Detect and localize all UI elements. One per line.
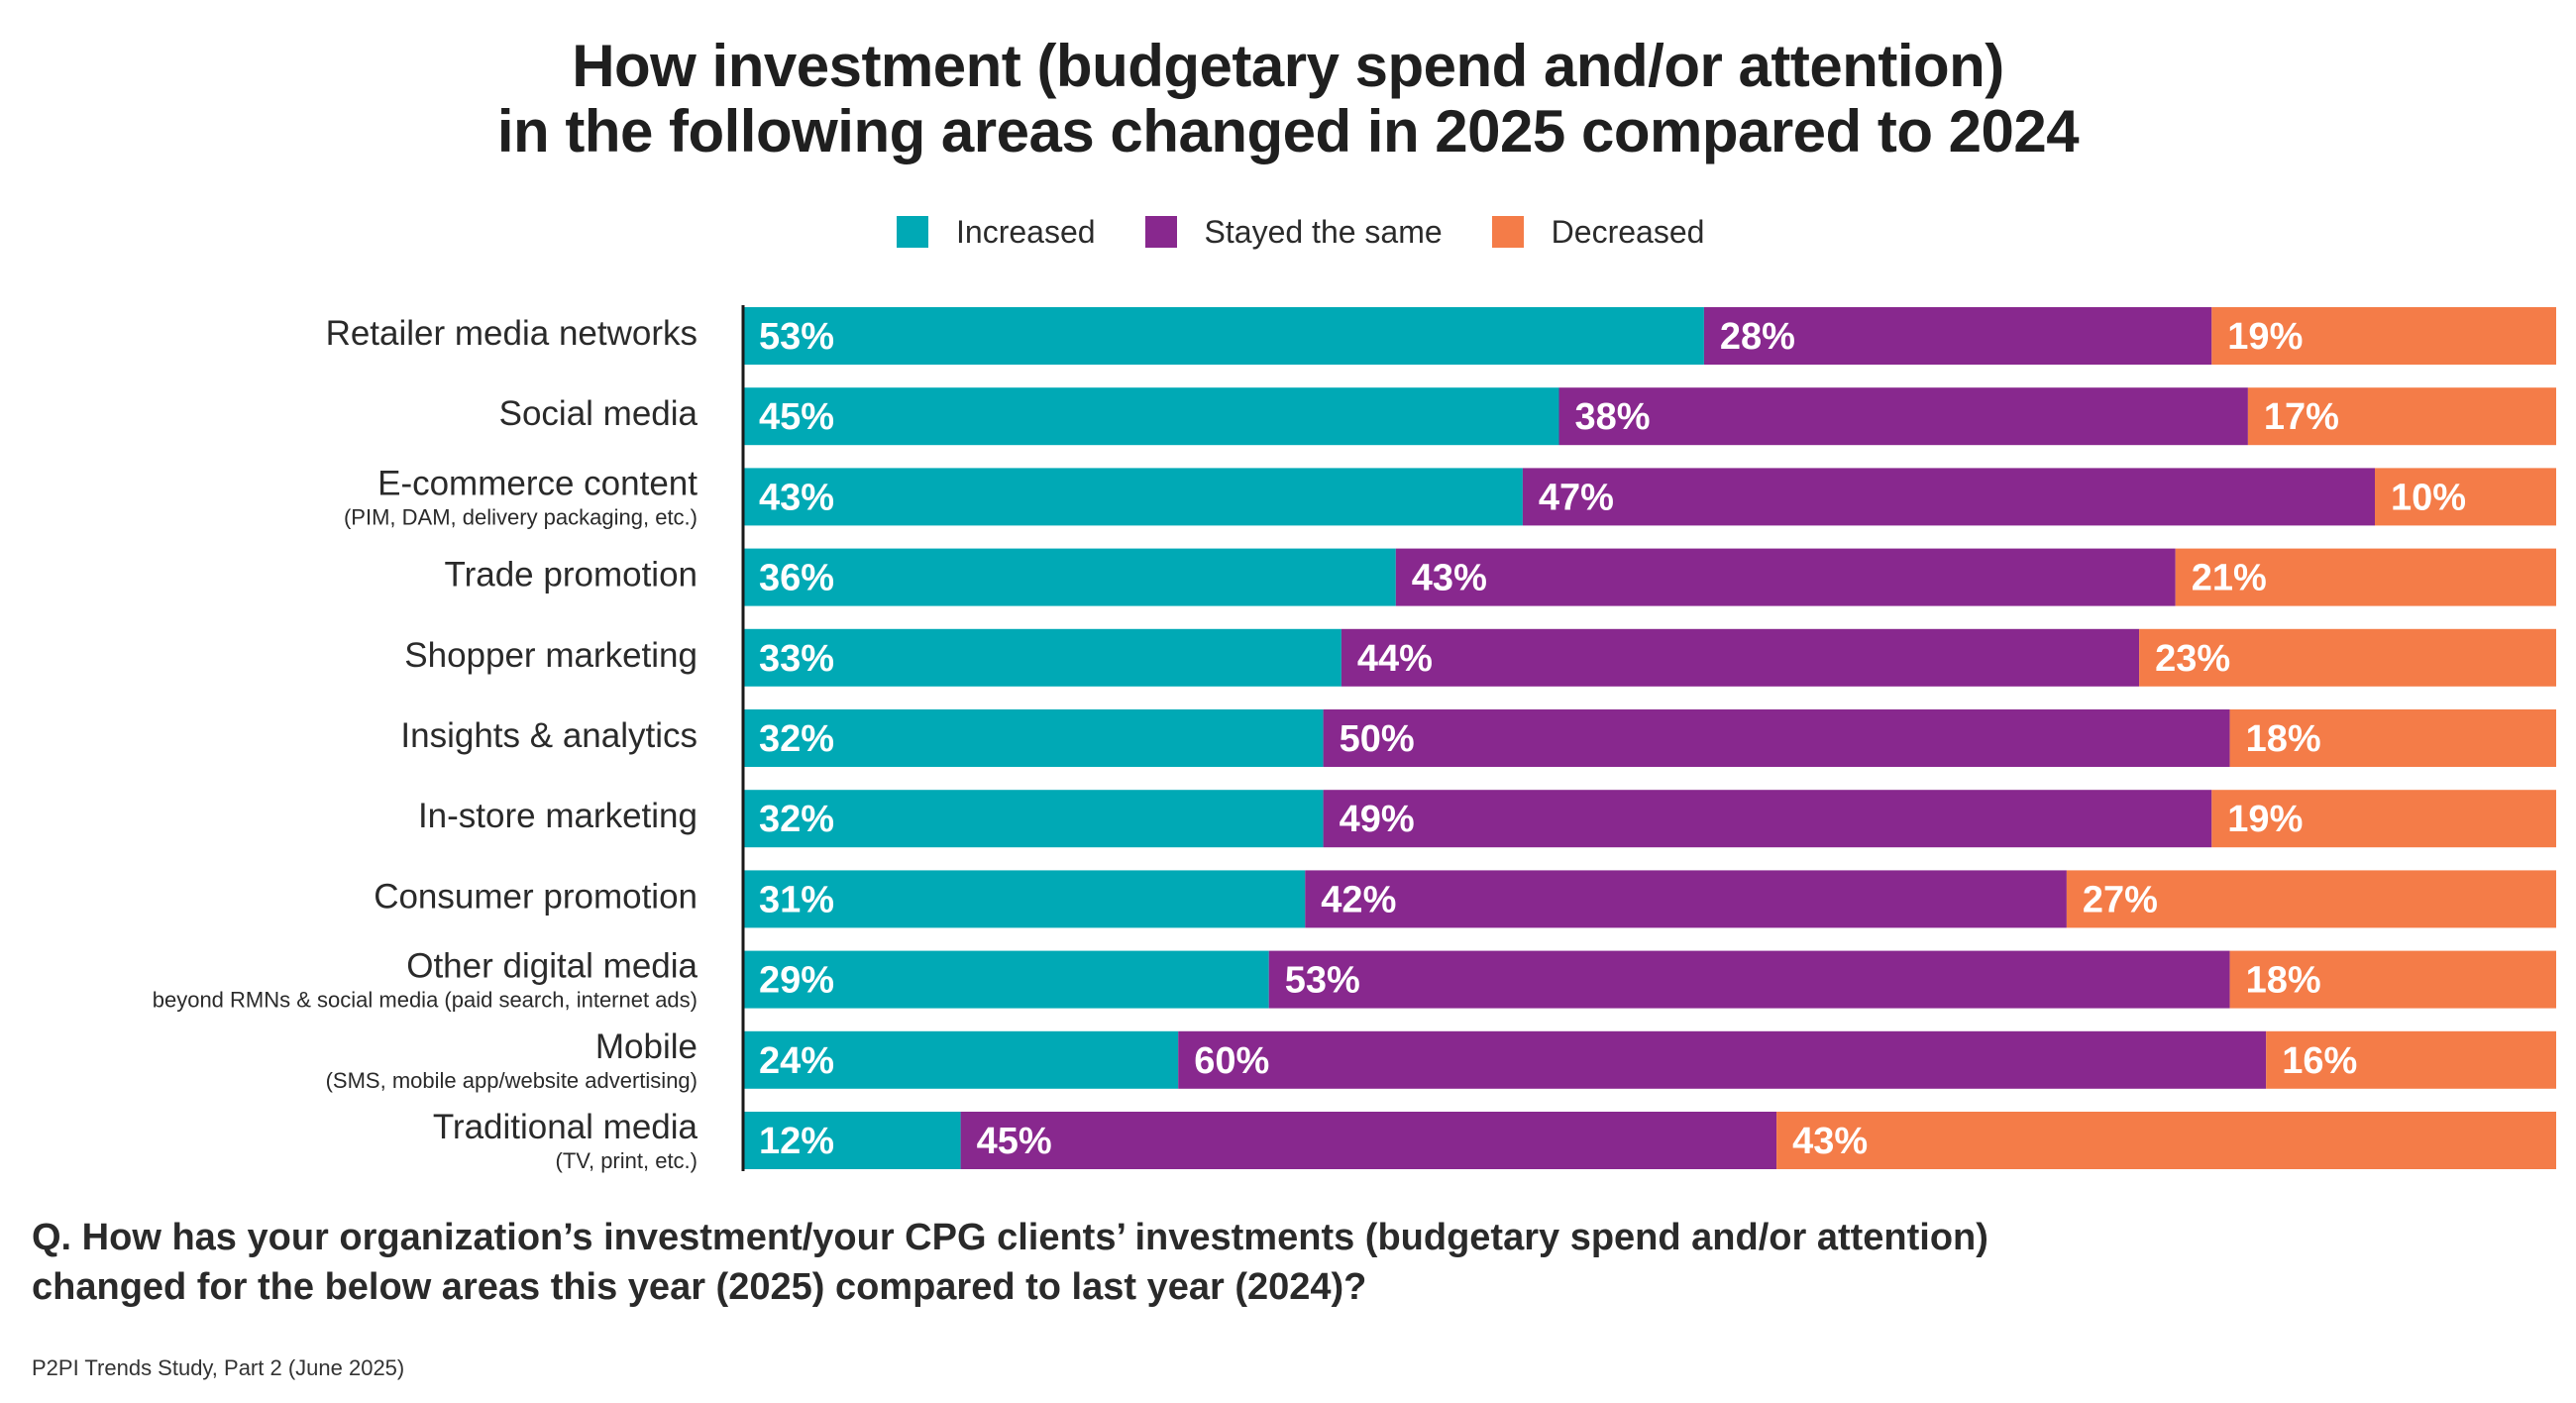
bar-traditional-media-decreased	[1776, 1112, 2556, 1169]
category-label-social-media: Social media	[499, 394, 698, 433]
category-label-trade-promotion: Trade promotion	[445, 556, 698, 594]
legend-label-decreased: Decreased	[1551, 213, 1705, 250]
data-label-consumer-promotion-stayed-the-same: 42%	[1321, 879, 1396, 920]
data-label-traditional-media-decreased: 43%	[1792, 1121, 1868, 1162]
bar-in-store-marketing-increased	[743, 790, 1324, 848]
data-label-other-digital-media-increased: 29%	[759, 960, 834, 1002]
stacked-bar-chart: 53% 28% 19% Retailer media networks 45% 38% 17…	[153, 305, 2556, 1173]
bar-consumer-promotion-stayed-the-same	[1305, 870, 2067, 928]
bar-social-media-stayed-the-same	[1558, 387, 2248, 446]
data-label-other-digital-media-stayed-the-same: 53%	[1285, 960, 1360, 1002]
data-label-social-media-stayed-the-same: 38%	[1575, 396, 1651, 438]
category-label-mobile: Mobile	[595, 1027, 698, 1066]
bar-in-store-marketing-decreased	[2211, 790, 2556, 848]
data-label-trade-promotion-decreased: 21%	[2192, 558, 2267, 599]
category-label-traditional-media: Traditional media	[433, 1108, 698, 1146]
bar-traditional-media-increased	[743, 1112, 961, 1169]
bar-trade-promotion-increased	[743, 548, 1396, 606]
source-note: P2PI Trends Study, Part 2 (June 2025)	[32, 1355, 405, 1380]
bar-retailer-media-networks-increased	[743, 307, 1704, 365]
legend-swatch-increased	[897, 216, 928, 248]
bar-social-media-decreased	[2247, 387, 2556, 446]
chart-title-line-1: How investment (budgetary spend and/or a…	[572, 33, 2004, 99]
bar-other-digital-media-increased	[743, 950, 1269, 1009]
survey-question-line-1: Q. How has your organization’s investmen…	[32, 1217, 1988, 1258]
bar-mobile-decreased	[2266, 1030, 2556, 1089]
bar-traditional-media-stayed-the-same	[960, 1112, 1777, 1169]
data-label-mobile-increased: 24%	[759, 1040, 834, 1082]
legend-item-stayed-the-same: Stayed the same	[1144, 213, 1443, 251]
data-label-mobile-stayed-the-same: 60%	[1194, 1040, 1269, 1082]
bar-shopper-marketing-increased	[743, 628, 1342, 687]
data-label-consumer-promotion-increased: 31%	[759, 879, 834, 920]
category-label-retailer-media-networks: Retailer media networks	[326, 314, 698, 353]
bar-retailer-media-networks-decreased	[2211, 307, 2556, 365]
category-label-in-store-marketing: In-store marketing	[418, 797, 698, 835]
data-label-consumer-promotion-decreased: 27%	[2083, 879, 2158, 920]
data-label-retailer-media-networks-increased: 53%	[759, 316, 834, 358]
data-label-insights-and-analytics-stayed-the-same: 50%	[1340, 718, 1415, 760]
category-label-insights-and-analytics: Insights & analytics	[400, 716, 698, 755]
chart-legend: Increased Stayed the same Decreased	[897, 212, 1754, 252]
category-sublabel-traditional-media: (TV, print, etc.)	[556, 1148, 698, 1173]
bar-other-digital-media-decreased	[2229, 950, 2556, 1009]
data-label-traditional-media-stayed-the-same: 45%	[977, 1121, 1052, 1162]
legend-label-increased: Increased	[956, 213, 1096, 250]
data-label-other-digital-media-decreased: 18%	[2246, 960, 2321, 1002]
data-label-insights-and-analytics-increased: 32%	[759, 718, 834, 760]
bar-insights-and-analytics-stayed-the-same	[1323, 709, 2230, 767]
legend-item-increased: Increased	[897, 214, 1096, 251]
category-label-shopper-marketing: Shopper marketing	[404, 636, 698, 675]
survey-question: Q. How has your organization’s investmen…	[32, 1213, 1988, 1312]
bar-social-media-increased	[743, 387, 1559, 446]
survey-question-line-2: changed for the below areas this year (2…	[32, 1266, 1367, 1308]
bar-retailer-media-networks-stayed-the-same	[1703, 307, 2212, 365]
bar-insights-and-analytics-decreased	[2229, 709, 2556, 767]
data-label-traditional-media-increased: 12%	[759, 1121, 834, 1162]
bar-consumer-promotion-decreased	[2066, 870, 2556, 928]
data-label-in-store-marketing-stayed-the-same: 49%	[1340, 799, 1415, 840]
bar-e-commerce-content-decreased	[2375, 468, 2556, 526]
data-label-insights-and-analytics-decreased: 18%	[2246, 718, 2321, 760]
data-label-social-media-increased: 45%	[759, 396, 834, 438]
bar-trade-promotion-decreased	[2175, 548, 2556, 606]
data-label-retailer-media-networks-stayed-the-same: 28%	[1720, 316, 1795, 358]
data-label-e-commerce-content-decreased: 10%	[2391, 477, 2466, 518]
bar-insights-and-analytics-increased	[743, 709, 1324, 767]
category-sublabel-other-digital-media: beyond RMNs & social media (paid search,…	[153, 988, 698, 1013]
bar-mobile-stayed-the-same	[1178, 1030, 2267, 1089]
bar-shopper-marketing-stayed-the-same	[1341, 628, 2140, 687]
category-label-other-digital-media: Other digital media	[406, 947, 698, 986]
legend-swatch-stayed-the-same	[1144, 216, 1177, 248]
category-label-e-commerce-content: E-commerce content	[377, 464, 698, 502]
bar-mobile-increased	[743, 1030, 1179, 1089]
data-label-in-store-marketing-increased: 32%	[759, 799, 834, 840]
bar-other-digital-media-stayed-the-same	[1268, 950, 2230, 1009]
chart-title: How investment (budgetary spend and/or a…	[0, 34, 2576, 164]
data-label-social-media-decreased: 17%	[2264, 396, 2339, 438]
bar-e-commerce-content-stayed-the-same	[1522, 468, 2375, 526]
legend-item-decreased: Decreased	[1491, 213, 1705, 251]
data-label-shopper-marketing-increased: 33%	[759, 638, 834, 680]
bar-e-commerce-content-increased	[743, 468, 1523, 526]
bar-consumer-promotion-increased	[743, 870, 1306, 928]
data-label-e-commerce-content-stayed-the-same: 47%	[1539, 477, 1614, 518]
chart-title-line-2: in the following areas changed in 2025 c…	[496, 98, 2080, 164]
data-label-trade-promotion-stayed-the-same: 43%	[1412, 558, 1487, 599]
data-label-in-store-marketing-decreased: 19%	[2227, 799, 2303, 840]
bar-shopper-marketing-decreased	[2139, 628, 2556, 687]
category-sublabel-e-commerce-content: (PIM, DAM, delivery packaging, etc.)	[344, 504, 698, 529]
data-label-retailer-media-networks-decreased: 19%	[2227, 316, 2303, 358]
bar-in-store-marketing-stayed-the-same	[1323, 790, 2212, 848]
data-label-mobile-decreased: 16%	[2282, 1040, 2357, 1082]
data-label-shopper-marketing-decreased: 23%	[2155, 638, 2230, 680]
legend-label-stayed-the-same: Stayed the same	[1204, 213, 1443, 250]
category-label-consumer-promotion: Consumer promotion	[374, 877, 698, 916]
data-label-trade-promotion-increased: 36%	[759, 558, 834, 599]
legend-swatch-decreased	[1491, 216, 1524, 248]
data-label-e-commerce-content-increased: 43%	[759, 477, 834, 518]
data-label-shopper-marketing-stayed-the-same: 44%	[1357, 638, 1433, 680]
bar-trade-promotion-stayed-the-same	[1395, 548, 2176, 606]
category-sublabel-mobile: (SMS, mobile app/website advertising)	[326, 1068, 698, 1093]
